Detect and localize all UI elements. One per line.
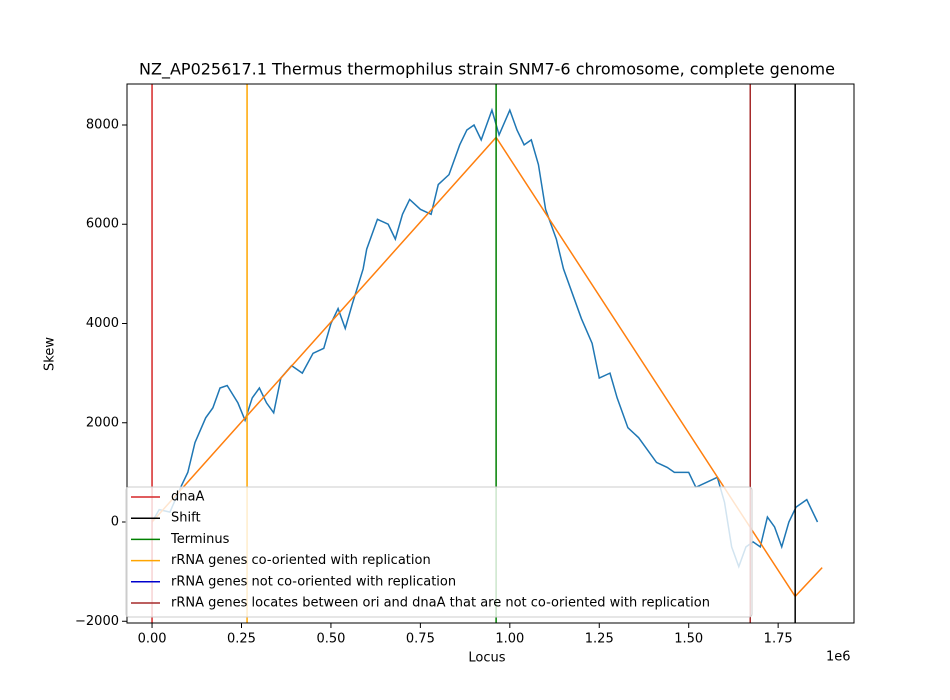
x-tick-label: 1.25 [585, 632, 614, 647]
chart-title: NZ_AP025617.1 Thermus thermophilus strai… [139, 60, 835, 80]
x-offset-label: 1e6 [826, 650, 851, 665]
x-axis-label: Locus [468, 651, 505, 666]
y-tick-label: 8000 [86, 117, 119, 132]
x-tick-label: 0.25 [227, 632, 256, 647]
legend-label: rRNA genes locates between ori and dnaA … [171, 596, 710, 611]
legend-label: dnaA [171, 490, 204, 505]
x-tick-label: 0.75 [406, 632, 435, 647]
plot-frame [126, 83, 855, 624]
legend-label: Terminus [170, 532, 230, 547]
legend-label: rRNA genes co-oriented with replication [171, 553, 431, 568]
line-series [151, 136, 823, 598]
y-tick-label: 4000 [86, 316, 119, 331]
legend-label: rRNA genes not co-oriented with replicat… [171, 574, 456, 589]
legend-box [125, 486, 753, 618]
x-tick-label: 1.00 [495, 632, 524, 647]
y-tick-label: −2000 [75, 614, 119, 629]
x-tick-label: 0.00 [138, 632, 167, 647]
x-tick-label: 1.75 [764, 632, 793, 647]
x-tick-label: 1.50 [674, 632, 703, 647]
y-tick-label: 0 [111, 515, 119, 530]
x-tick-label: 0.50 [316, 632, 345, 647]
y-tick-label: 6000 [86, 217, 119, 232]
y-tick-label: 2000 [86, 415, 119, 430]
legend-label: Shift [171, 511, 201, 526]
y-axis-label: Skew [43, 337, 58, 371]
